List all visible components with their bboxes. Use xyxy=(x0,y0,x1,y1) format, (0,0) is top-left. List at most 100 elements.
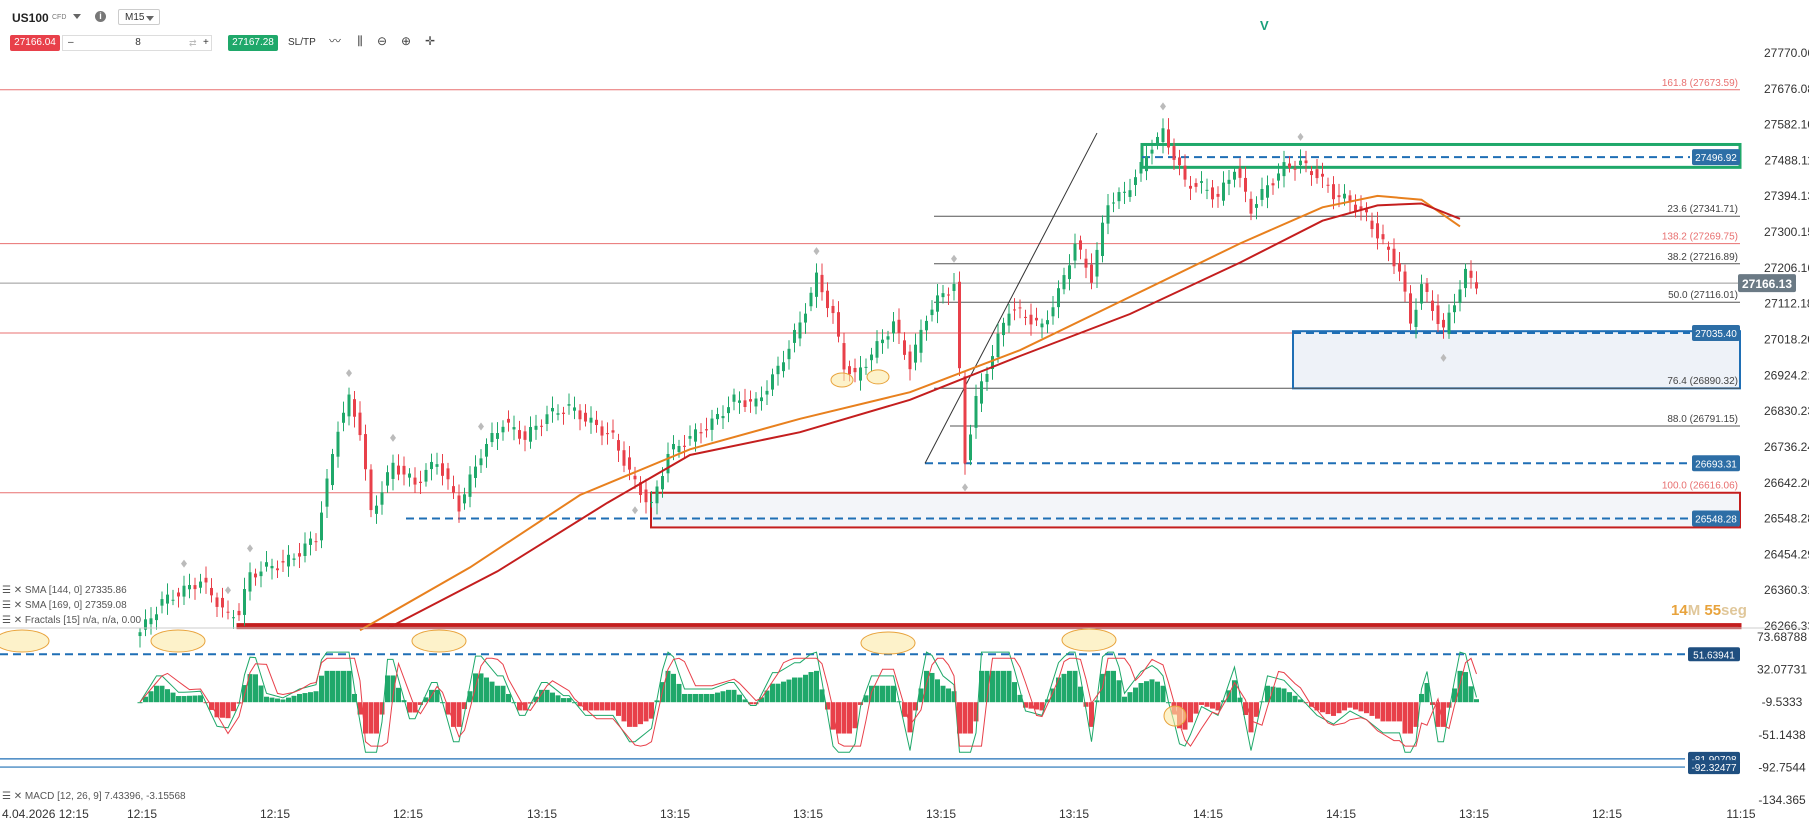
macd-histogram-bar xyxy=(352,693,357,703)
level-price-tag-label: 26548.28 xyxy=(1695,515,1737,526)
candle-body xyxy=(958,281,961,369)
macd-histogram-bar xyxy=(396,687,401,703)
candles-icon[interactable]: ⫼ xyxy=(357,34,363,48)
candle-body xyxy=(936,295,939,312)
legend-macd[interactable]: ☰ ✕ MACD [12, 26, 9] 7.43396, -3.15568 xyxy=(2,791,186,802)
candle-body xyxy=(633,475,637,480)
macd-histogram-bar xyxy=(1452,688,1457,703)
candle-body xyxy=(270,565,274,569)
candle-body xyxy=(996,333,1000,358)
candle-body xyxy=(628,457,631,470)
x-tick-label: 12:15 xyxy=(260,807,290,821)
candle-body xyxy=(1475,282,1478,289)
candle-body xyxy=(1387,246,1390,250)
fib-level-label: 138.2 (27269.75) xyxy=(1662,232,1738,243)
macd-histogram-bar xyxy=(1160,685,1166,703)
macd-histogram-bar xyxy=(522,702,528,711)
macd-histogram-bar xyxy=(561,698,566,703)
macd-histogram-bar xyxy=(1320,702,1325,713)
fractal-marker xyxy=(1160,102,1166,111)
macd-y-tick-label: 73.68788 xyxy=(1757,630,1807,644)
macd-histogram-bar xyxy=(346,670,352,703)
buy-button[interactable]: 27167.28 xyxy=(228,35,278,51)
y-tick-label: 27488.11 xyxy=(1764,153,1809,167)
candle-body xyxy=(1310,171,1313,176)
candle-body xyxy=(468,474,472,497)
y-tick-label: 26360.31 xyxy=(1764,583,1809,597)
candle-body xyxy=(650,501,653,503)
candle-body xyxy=(1183,165,1187,180)
quantity-value[interactable]: 8 xyxy=(135,37,141,48)
candle-body xyxy=(787,348,791,360)
macd-histogram-bar xyxy=(737,694,742,703)
candle-body xyxy=(325,478,329,507)
decrease-button[interactable]: – xyxy=(68,37,74,48)
macd-histogram-bar xyxy=(198,695,203,703)
candle-body xyxy=(507,418,510,423)
candle-body xyxy=(303,543,307,556)
candle-body xyxy=(1216,193,1220,197)
candle-body xyxy=(1167,129,1170,148)
candle-body xyxy=(380,492,384,505)
sell-button[interactable]: 27166.04 xyxy=(10,35,60,51)
legend-sma169[interactable]: ☰ ✕ SMA [169, 0] 27359.08 xyxy=(2,600,127,611)
candle-body xyxy=(166,594,169,604)
candle-body xyxy=(771,374,774,390)
legend-fractals[interactable]: ☰ ✕ Fractals [15] n/a, n/a, 0.00 xyxy=(2,615,142,626)
highlight-ellipse xyxy=(830,372,854,388)
candle-body xyxy=(765,390,769,395)
candle-body xyxy=(1255,204,1258,208)
candle-body xyxy=(485,444,488,457)
y-tick-label: 27206.16 xyxy=(1764,261,1809,275)
candle-body xyxy=(991,356,994,370)
fib-level-label: 76.4 (26890.32) xyxy=(1667,376,1738,387)
fib-level-label: 88.0 (26791.15) xyxy=(1667,414,1738,425)
fractal-marker xyxy=(962,483,968,492)
candle-body xyxy=(782,362,785,372)
macd-histogram-bar xyxy=(616,702,621,716)
macd-histogram-bar xyxy=(709,693,715,703)
macd-histogram-bar xyxy=(957,702,962,734)
crosshair-icon[interactable]: ✛ xyxy=(424,34,436,48)
zoom-out-icon[interactable]: ⊖ xyxy=(376,34,388,48)
macd-histogram-bar xyxy=(187,695,192,703)
candle-body xyxy=(1321,173,1324,177)
symbol-dropdown-icon[interactable] xyxy=(73,14,81,19)
symbol-name[interactable]: US100 xyxy=(12,11,49,25)
macd-histogram-bar xyxy=(566,698,572,703)
sltp-button[interactable]: SL/TP xyxy=(288,37,316,48)
candle-body xyxy=(705,429,708,431)
timeframe-select[interactable]: M15 xyxy=(118,9,160,25)
macd-histogram-bar xyxy=(1391,702,1397,722)
candle-body xyxy=(298,553,301,557)
macd-histogram-bar xyxy=(1435,702,1441,727)
candle-body xyxy=(452,486,455,493)
macd-histogram-bar xyxy=(990,670,995,703)
macd-histogram-bar xyxy=(682,693,687,703)
macd-histogram-bar xyxy=(808,672,814,703)
candle-body xyxy=(336,431,340,457)
legend-sma144[interactable]: ☰ ✕ SMA [144, 0] 27335.86 xyxy=(2,585,127,596)
candle-body xyxy=(375,505,378,514)
candle-body xyxy=(545,414,549,424)
candle-body xyxy=(1343,193,1346,199)
candle-body xyxy=(391,462,395,479)
macd-histogram-bar xyxy=(484,677,489,703)
macd-histogram-bar xyxy=(1089,702,1094,727)
macd-line xyxy=(139,651,1477,753)
info-icon[interactable]: i xyxy=(95,11,106,22)
candle-body xyxy=(1150,149,1154,154)
macd-histogram-bar xyxy=(1105,670,1111,703)
macd-histogram-bar xyxy=(544,689,550,703)
candle-body xyxy=(1348,195,1352,203)
increase-button[interactable]: + xyxy=(203,37,209,48)
swap-icon[interactable]: ⇄ xyxy=(189,38,197,48)
macd-histogram-bar xyxy=(1446,702,1452,708)
candle-body xyxy=(952,284,956,291)
macd-histogram-bar xyxy=(1226,690,1232,703)
line-tool-icon[interactable]: 〰 xyxy=(328,34,341,48)
macd-histogram-bar xyxy=(814,670,819,703)
zoom-in-icon[interactable]: ⊕ xyxy=(400,34,412,48)
quantity-stepper[interactable]: – 8 ⇄ + xyxy=(62,35,212,51)
